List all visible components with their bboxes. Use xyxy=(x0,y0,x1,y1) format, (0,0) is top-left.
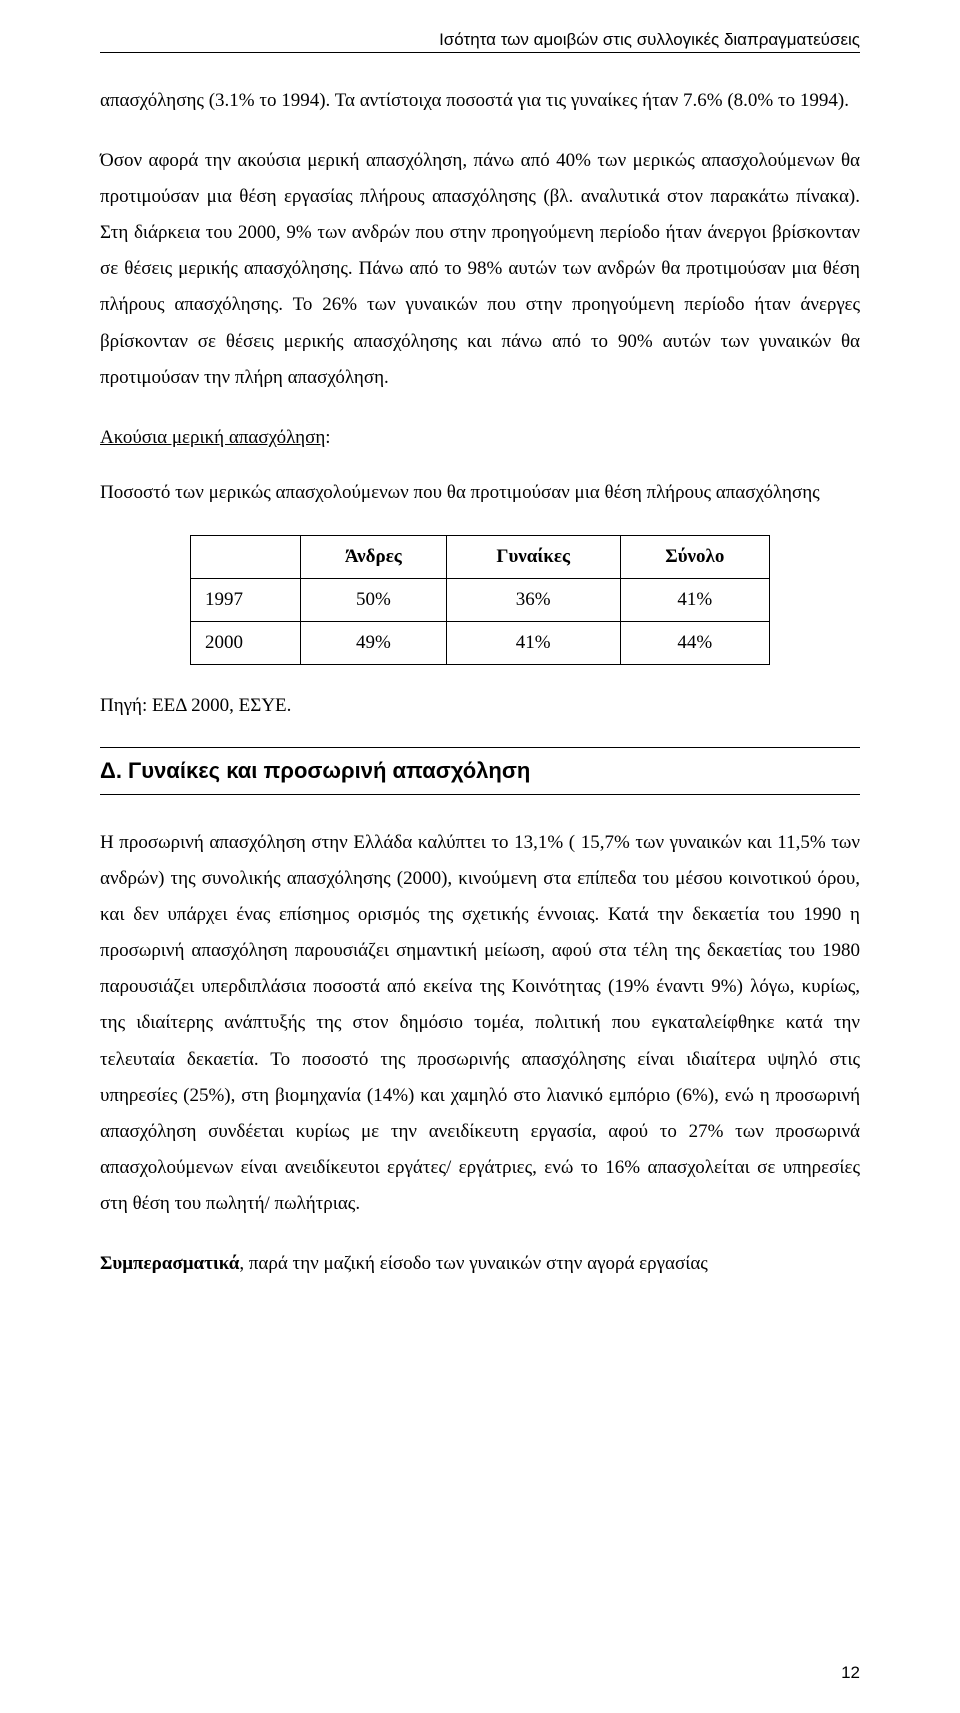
table-caption-line2: Ποσοστό των μερικώς απασχολούμενων που θ… xyxy=(100,475,860,511)
running-header: Ισότητα των αμοιβών στις συλλογικές διαπ… xyxy=(100,30,860,53)
cell-total: 44% xyxy=(620,621,769,664)
data-table-wrap: Άνδρες Γυναίκες Σύνολο 1997 50% 36% 41% … xyxy=(190,535,770,665)
col-men: Άνδρες xyxy=(301,535,447,578)
paragraph-5: Συμπερασματικά, παρά την μαζική είσοδο τ… xyxy=(100,1246,860,1282)
table-source: Πηγή: ΕΕΔ 2000, ΕΣΥΕ. xyxy=(100,695,860,717)
section-heading-d: Δ. Γυναίκες και προσωρινή απασχόληση xyxy=(100,747,860,795)
col-total: Σύνολο xyxy=(620,535,769,578)
cell-men: 50% xyxy=(301,578,447,621)
cell-year: 1997 xyxy=(191,578,301,621)
paragraph-1: απασχόλησης (3.1% το 1994). Τα αντίστοιχ… xyxy=(100,83,860,119)
paragraph-4: Η προσωρινή απασχόληση στην Ελλάδα καλύπ… xyxy=(100,825,860,1222)
col-blank xyxy=(191,535,301,578)
col-women: Γυναίκες xyxy=(446,535,620,578)
table-header-row: Άνδρες Γυναίκες Σύνολο xyxy=(191,535,770,578)
cell-women: 36% xyxy=(446,578,620,621)
document-page: Ισότητα των αμοιβών στις συλλογικές διαπ… xyxy=(0,0,960,1713)
table-caption-line1: Ακούσια μερική απασχόληση: xyxy=(100,420,860,456)
page-number: 12 xyxy=(841,1663,860,1683)
cell-men: 49% xyxy=(301,621,447,664)
caption-colon: : xyxy=(325,427,330,448)
p5-rest: , παρά την μαζική είσοδο των γυναικών στ… xyxy=(239,1253,707,1274)
table-row: 1997 50% 36% 41% xyxy=(191,578,770,621)
paragraph-2: Όσον αφορά την ακούσια μερική απασχόληση… xyxy=(100,143,860,396)
table-row: 2000 49% 41% 44% xyxy=(191,621,770,664)
p5-bold-lead: Συμπερασματικά xyxy=(100,1253,239,1274)
cell-year: 2000 xyxy=(191,621,301,664)
involuntary-parttime-table: Άνδρες Γυναίκες Σύνολο 1997 50% 36% 41% … xyxy=(190,535,770,665)
cell-total: 41% xyxy=(620,578,769,621)
caption-label: Ακούσια μερική απασχόληση xyxy=(100,427,325,448)
cell-women: 41% xyxy=(446,621,620,664)
